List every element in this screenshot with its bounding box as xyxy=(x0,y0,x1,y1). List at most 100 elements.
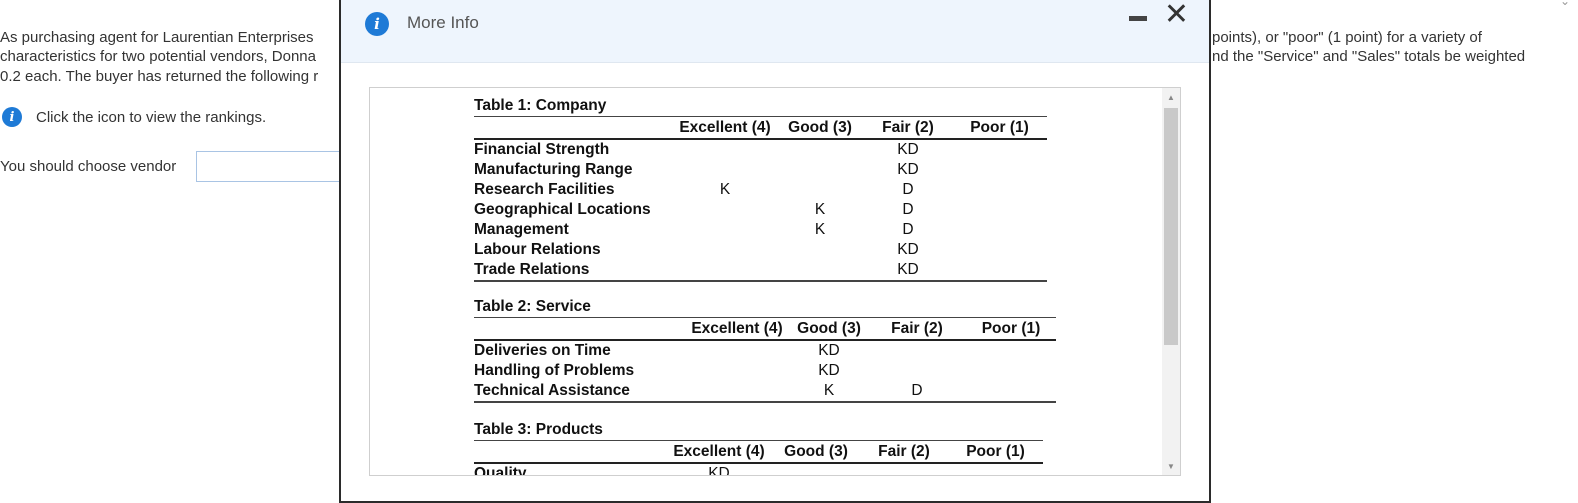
rating-cell xyxy=(684,340,790,361)
rating-cell xyxy=(776,180,864,200)
table-title: Table 3: Products xyxy=(474,421,603,438)
rating-cell: KD xyxy=(897,161,919,178)
rating-cell: D xyxy=(902,181,914,198)
row-label: Research Facilities xyxy=(474,181,615,198)
rating-cell xyxy=(868,361,966,381)
row-label: Geographical Locations xyxy=(474,201,651,218)
problem-text-right-1: points), or "poor" (1 point) for a varie… xyxy=(1212,29,1482,46)
column-header: Poor (1) xyxy=(948,440,1043,464)
problem-text-right-2: nd the "Service" and "Sales" totals be w… xyxy=(1212,48,1526,65)
table-row: Labour Relations KD xyxy=(474,240,1047,260)
rankings-table-1: Table 1: Company Excellent (4) Good (3) Fai… xyxy=(474,96,1047,282)
scroll-up-arrow-icon[interactable]: ▲ xyxy=(1167,92,1175,102)
rating-cell xyxy=(966,340,1056,361)
rating-cell xyxy=(952,220,1047,240)
rating-cell: D xyxy=(868,381,966,403)
table-row: Technical Assistance K D xyxy=(474,381,1056,403)
rating-cell: K xyxy=(719,181,731,198)
rating-cell xyxy=(952,200,1047,220)
column-header-blank xyxy=(474,440,666,464)
column-header: Fair (2) xyxy=(860,440,948,464)
rating-cell: K xyxy=(814,201,826,218)
table-row: Deliveries on Time KD xyxy=(474,340,1056,361)
rating-cell xyxy=(776,260,864,282)
problem-text-line-1: As purchasing agent for Laurentian Enter… xyxy=(0,29,314,46)
column-header: Fair (2) xyxy=(868,317,966,341)
rating-cell: D xyxy=(902,221,914,238)
column-header: Excellent (4) xyxy=(666,440,772,464)
rating-cell: KD xyxy=(897,141,919,158)
scroll-down-arrow-icon[interactable]: ▼ xyxy=(1167,461,1175,471)
problem-text-line-2: characteristics for two potential vendor… xyxy=(0,48,316,65)
rating-cell xyxy=(776,240,864,260)
table-row: Geographical Locations K D xyxy=(474,200,1047,220)
rating-cell xyxy=(674,160,776,180)
table-row: Research Facilities K D xyxy=(474,180,1047,200)
rating-cell xyxy=(674,260,776,282)
rating-cell xyxy=(952,180,1047,200)
rating-cell xyxy=(684,381,790,403)
row-label: Labour Relations xyxy=(474,241,601,258)
vendor-answer-input[interactable] xyxy=(196,151,356,182)
table-row: Trade Relations KD xyxy=(474,260,1047,282)
column-header: Poor (1) xyxy=(966,317,1056,341)
table-title: Table 2: Service xyxy=(474,298,591,315)
vertical-scrollbar[interactable]: ▲ ▼ xyxy=(1162,88,1180,475)
rating-cell: K xyxy=(814,221,826,238)
rating-cell xyxy=(952,160,1047,180)
rankings-hint[interactable]: i Click the icon to view the rankings. xyxy=(2,107,266,127)
dialog-content-scroll-area[interactable]: Table 1: Company Excellent (4) Good (3) Fai… xyxy=(369,87,1181,476)
rating-cell: KD xyxy=(818,362,840,379)
more-info-dialog: i More Info ✕ Table 1: Company Excellent … xyxy=(339,0,1211,503)
scrollbar-thumb[interactable] xyxy=(1164,108,1178,345)
column-header: Good (3) xyxy=(790,317,868,341)
column-header: Good (3) xyxy=(772,440,860,464)
column-header-blank xyxy=(474,317,684,341)
table-row: Manufacturing Range KD xyxy=(474,160,1047,180)
rating-cell xyxy=(684,361,790,381)
dialog-title: More Info xyxy=(407,13,479,32)
row-label: Manufacturing Range xyxy=(474,161,633,178)
rating-cell xyxy=(674,220,776,240)
row-label: Management xyxy=(474,221,569,238)
rating-cell xyxy=(948,463,1043,475)
rating-cell: KD xyxy=(864,260,952,282)
table-title: Table 1: Company xyxy=(474,97,607,114)
column-header: Good (3) xyxy=(776,116,864,140)
hint-label: Click the icon to view the rankings. xyxy=(36,108,267,126)
column-header: Fair (2) xyxy=(864,116,952,140)
column-header: Poor (1) xyxy=(952,116,1047,140)
row-label: Handling of Problems xyxy=(474,362,635,379)
rankings-table-3: Table 3: Products Excellent (4) Good (3) Fa… xyxy=(474,420,1043,475)
close-icon[interactable]: ✕ xyxy=(1163,0,1189,32)
row-label: Technical Assistance xyxy=(474,381,684,403)
rating-cell: KD xyxy=(818,342,840,359)
corner-chevron-icon: ⌄ xyxy=(1559,0,1570,8)
table-row: Financial Strength KD xyxy=(474,139,1047,160)
table-row: Management K D xyxy=(474,220,1047,240)
rating-cell xyxy=(966,381,1056,403)
rating-cell: D xyxy=(902,201,914,218)
rating-cell: K xyxy=(790,381,868,403)
info-icon[interactable]: i xyxy=(2,107,22,127)
rankings-table-2: Table 2: Service Excellent (4) Good (3) Fai… xyxy=(474,297,1056,403)
rating-cell xyxy=(674,139,776,160)
rating-cell xyxy=(952,240,1047,260)
column-header: Excellent (4) xyxy=(674,116,776,140)
rating-cell xyxy=(952,260,1047,282)
minimize-icon[interactable] xyxy=(1129,16,1147,21)
row-label: Deliveries on Time xyxy=(474,342,611,359)
info-icon: i xyxy=(365,12,389,36)
rating-cell xyxy=(776,139,864,160)
rating-cell xyxy=(772,463,860,475)
table-row: Quality KD xyxy=(474,463,1043,475)
rating-cell xyxy=(860,463,948,475)
rating-cell xyxy=(776,160,864,180)
rating-cell xyxy=(952,139,1047,160)
rating-cell xyxy=(868,340,966,361)
column-header-blank xyxy=(474,116,674,140)
column-header: Excellent (4) xyxy=(684,317,790,341)
dialog-header: i More Info ✕ xyxy=(341,0,1209,63)
rating-cell xyxy=(674,240,776,260)
row-label: Financial Strength xyxy=(474,141,610,158)
